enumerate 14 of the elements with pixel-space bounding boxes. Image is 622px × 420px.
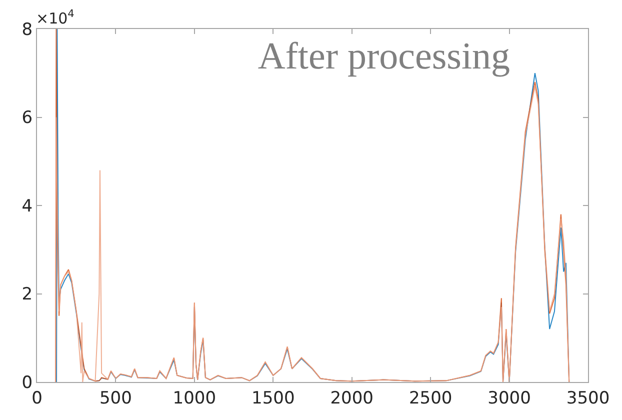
y-tick-label: 2	[22, 284, 33, 305]
x-tick-label: 1000	[172, 388, 216, 408]
x-tick-label: 1500	[252, 388, 295, 408]
y-tick-label: 6	[22, 108, 33, 128]
x-tick-label: 3500	[566, 388, 610, 408]
y-tick-label: 4	[22, 196, 33, 216]
x-tick-label: 3000	[488, 388, 531, 408]
x-tick-label: 2500	[408, 388, 452, 408]
text: ×10$^{4}$	[36, 8, 75, 28]
y-tick-label: 8	[22, 20, 33, 40]
x-tick-label: 500	[99, 388, 132, 408]
x-tick-label: 2000	[330, 388, 374, 408]
chart-title: After processing	[258, 36, 510, 78]
y-tick-label: 0	[22, 372, 33, 393]
